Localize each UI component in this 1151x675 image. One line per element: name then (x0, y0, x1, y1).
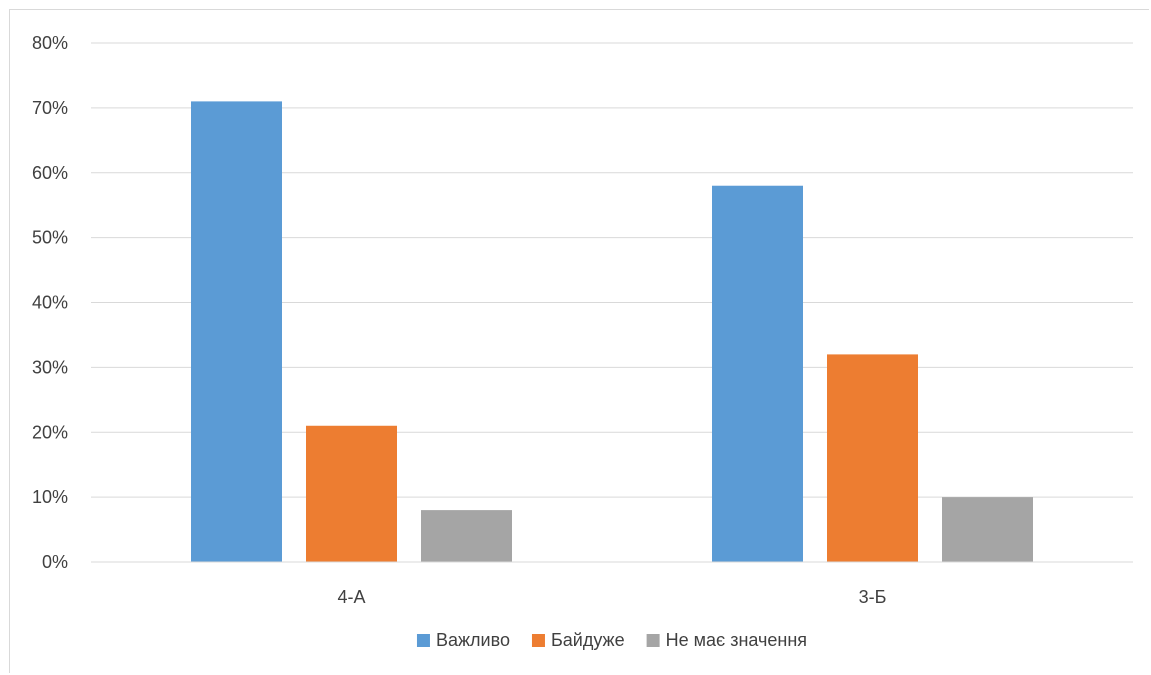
legend-label: Не має значення (666, 630, 807, 650)
y-tick-label: 0% (42, 552, 68, 572)
legend-swatch (646, 634, 660, 647)
y-tick-label: 50% (32, 228, 68, 248)
y-tick-label: 30% (32, 357, 68, 377)
legend-swatch (416, 634, 430, 647)
legend: Важливо Байдуже Не має значення (416, 630, 807, 650)
bar-3-Б-Байдуже (827, 354, 918, 562)
y-tick-label: 40% (32, 293, 68, 313)
y-tick-label: 10% (32, 487, 68, 507)
y-tick-label: 70% (32, 98, 68, 118)
bar-4-А-Байдуже (306, 425, 397, 562)
y-axis-ticks: 0% 10% 20% 30% 40% 50% 60% 70% 80% (32, 33, 68, 572)
y-tick-label: 80% (32, 33, 68, 53)
bar-3-Б-Не має значення (942, 497, 1033, 562)
y-tick-label: 20% (32, 422, 68, 442)
x-tick-label: 3-Б (859, 587, 887, 607)
bar-4-А-Не має значення (421, 510, 512, 562)
y-tick-label: 60% (32, 163, 68, 183)
bar-3-Б-Важливо (712, 185, 803, 562)
bar-4-А-Важливо (191, 101, 282, 562)
legend-label: Важливо (436, 630, 510, 650)
x-tick-label: 4-А (337, 587, 365, 607)
legend-swatch (531, 634, 545, 647)
x-axis-ticks: 4-А 3-Б (337, 587, 886, 607)
bars (191, 101, 1033, 562)
legend-label: Байдуже (551, 630, 625, 650)
